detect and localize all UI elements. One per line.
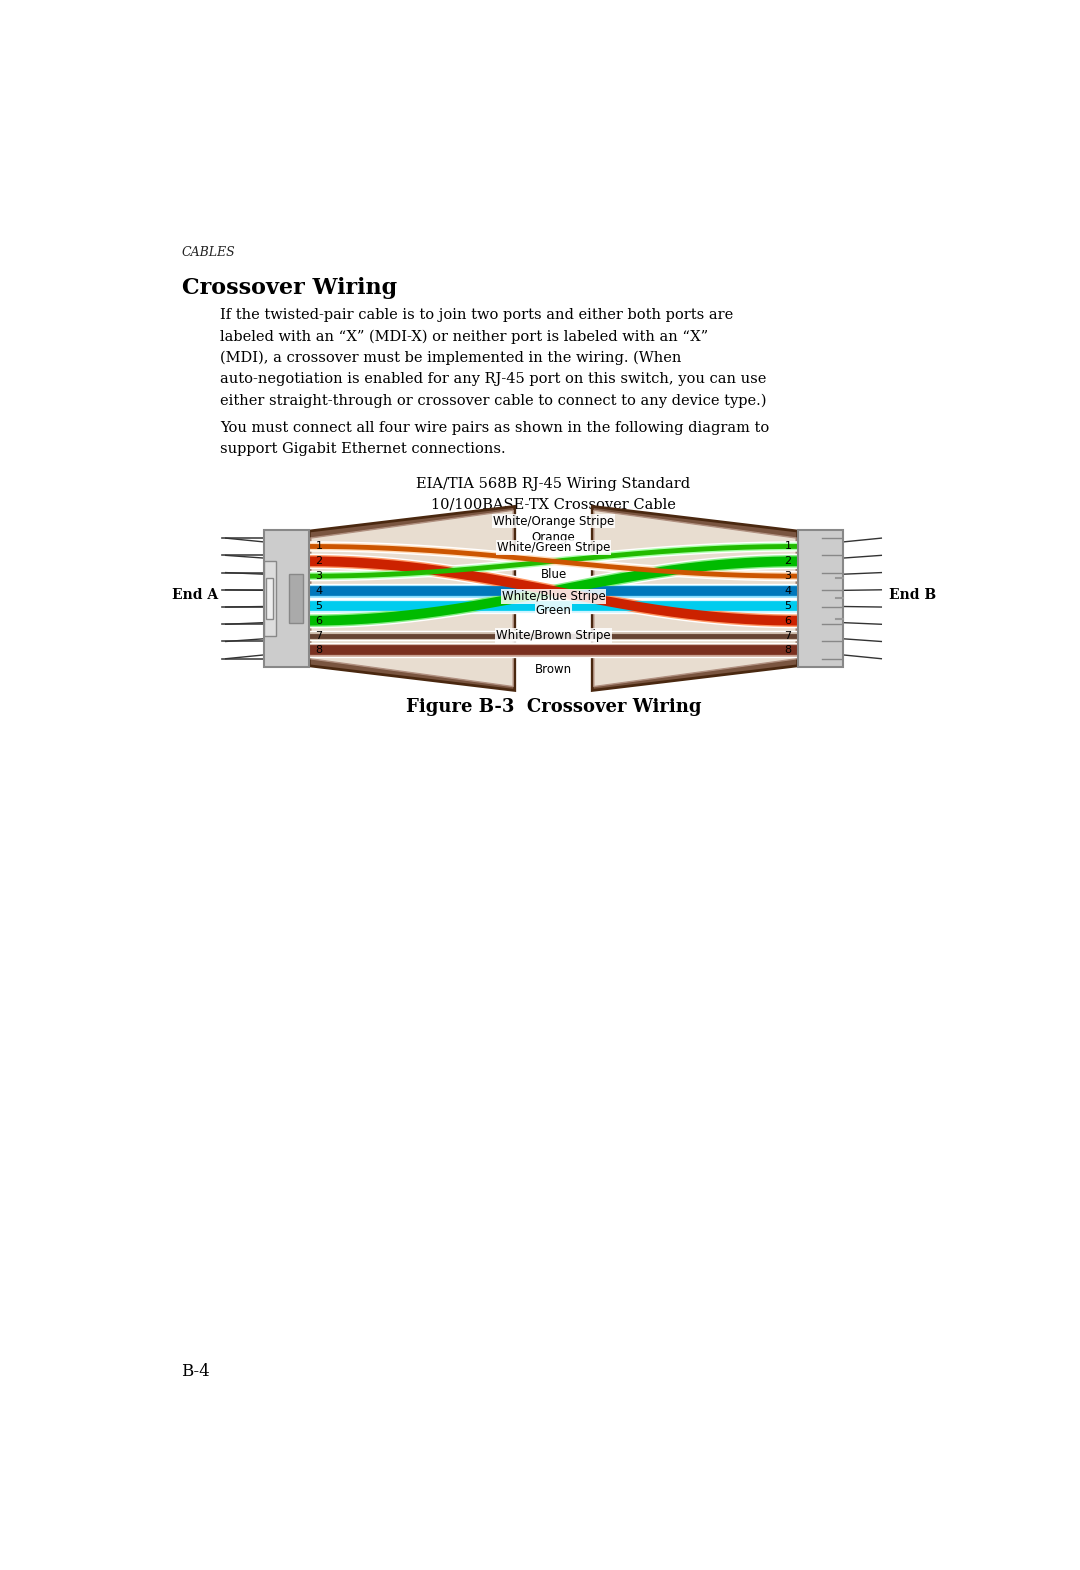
Text: 3: 3 — [784, 571, 792, 581]
Text: White/Blue Stripe: White/Blue Stripe — [501, 590, 606, 603]
Text: 6: 6 — [784, 615, 792, 626]
Text: Figure B-3  Crossover Wiring: Figure B-3 Crossover Wiring — [406, 699, 701, 716]
Text: Orange: Orange — [531, 532, 576, 545]
Text: 8: 8 — [315, 645, 323, 655]
Text: Brown: Brown — [535, 663, 572, 677]
Text: 4: 4 — [784, 586, 792, 597]
Bar — [265, 560, 275, 636]
Text: 3: 3 — [315, 571, 323, 581]
Text: 6: 6 — [315, 615, 323, 626]
Text: White/Green Stripe: White/Green Stripe — [497, 542, 610, 554]
Text: B-4: B-4 — [181, 1363, 211, 1380]
Text: Crossover Wiring: Crossover Wiring — [181, 276, 396, 298]
Text: 2: 2 — [784, 556, 792, 567]
Text: If the twisted-pair cable is to join two ports and either both ports are
labeled: If the twisted-pair cable is to join two… — [220, 308, 767, 408]
Bar — [265, 529, 309, 667]
Polygon shape — [309, 507, 515, 691]
Bar — [289, 575, 302, 623]
Polygon shape — [592, 507, 798, 691]
Text: You must connect all four wire pairs as shown in the following diagram to
suppor: You must connect all four wire pairs as … — [220, 421, 769, 457]
Text: End B: End B — [889, 587, 936, 601]
Text: 1: 1 — [784, 542, 792, 551]
Text: 2: 2 — [315, 556, 323, 567]
Text: 1: 1 — [315, 542, 323, 551]
Text: Blue: Blue — [540, 568, 567, 581]
Text: EIA/TIA 568B RJ-45 Wiring Standard: EIA/TIA 568B RJ-45 Wiring Standard — [417, 477, 690, 491]
Text: Green: Green — [536, 604, 571, 617]
Text: CABLES: CABLES — [181, 246, 235, 259]
Text: 5: 5 — [315, 601, 323, 611]
Text: 7: 7 — [784, 631, 792, 641]
Polygon shape — [311, 510, 513, 686]
Polygon shape — [594, 510, 796, 686]
Text: 4: 4 — [315, 586, 323, 597]
Bar — [266, 578, 273, 619]
Text: End A: End A — [172, 587, 218, 601]
Bar — [798, 529, 842, 667]
Text: 8: 8 — [784, 645, 792, 655]
Text: 7: 7 — [315, 631, 323, 641]
Text: 10/100BASE-TX Crossover Cable: 10/100BASE-TX Crossover Cable — [431, 498, 676, 512]
Text: White/Orange Stripe: White/Orange Stripe — [492, 515, 615, 528]
Text: 5: 5 — [784, 601, 792, 611]
Text: White/Brown Stripe: White/Brown Stripe — [496, 628, 611, 642]
